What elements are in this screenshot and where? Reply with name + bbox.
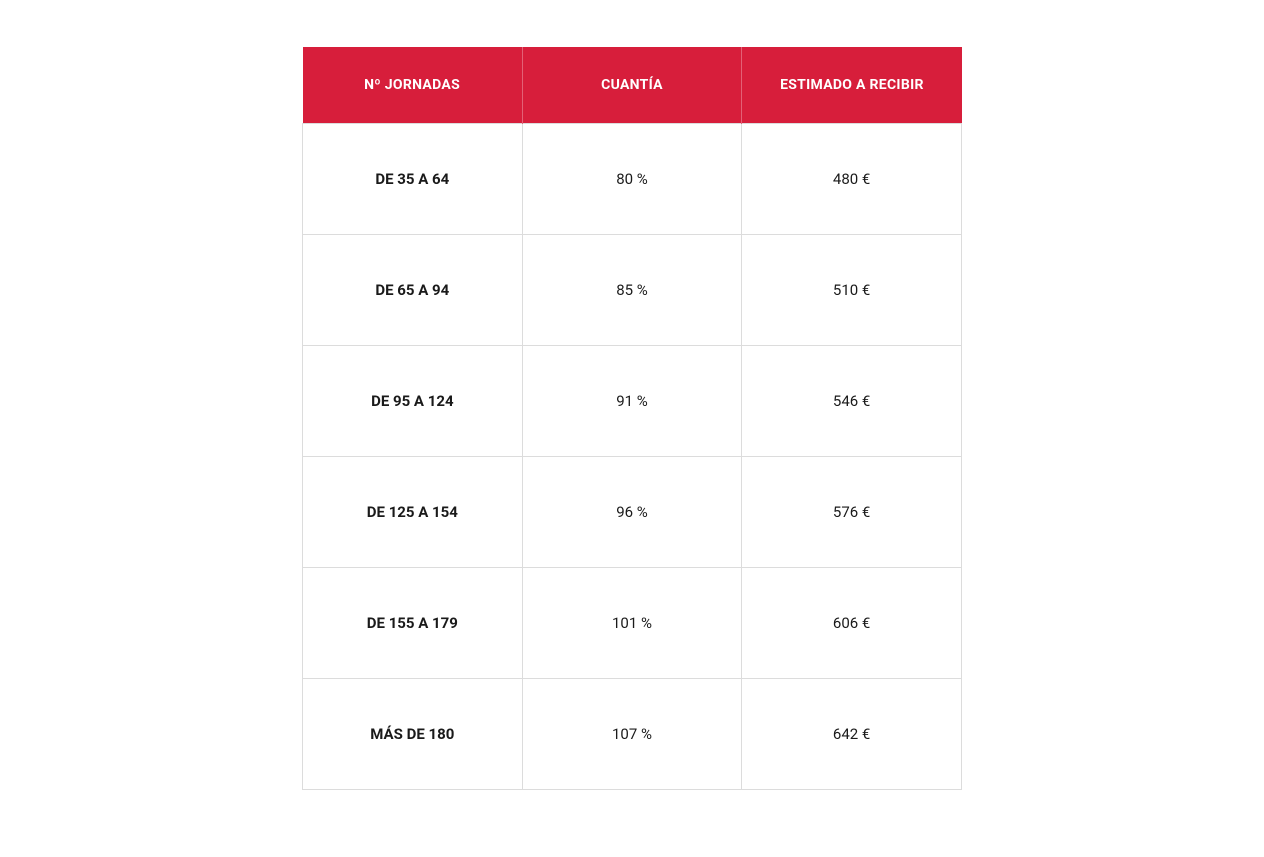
cell-cuantia: 80 % (522, 124, 742, 235)
cell-estimado: 642 € (742, 679, 962, 790)
cell-estimado: 546 € (742, 346, 962, 457)
table-row: DE 95 A 124 91 % 546 € (303, 346, 962, 457)
cell-jornadas: DE 65 A 94 (303, 235, 523, 346)
jornadas-table-container: Nº JORNADAS CUANTÍA ESTIMADO A RECIBIR D… (302, 47, 962, 790)
cell-estimado: 510 € (742, 235, 962, 346)
cell-cuantia: 101 % (522, 568, 742, 679)
cell-cuantia: 85 % (522, 235, 742, 346)
cell-estimado: 606 € (742, 568, 962, 679)
cell-jornadas: DE 125 A 154 (303, 457, 523, 568)
table-row: DE 155 A 179 101 % 606 € (303, 568, 962, 679)
cell-cuantia: 107 % (522, 679, 742, 790)
table-header-row: Nº JORNADAS CUANTÍA ESTIMADO A RECIBIR (303, 47, 962, 124)
header-cuantia: CUANTÍA (522, 47, 742, 124)
cell-estimado: 480 € (742, 124, 962, 235)
table-row: DE 65 A 94 85 % 510 € (303, 235, 962, 346)
cell-jornadas: DE 35 A 64 (303, 124, 523, 235)
cell-cuantia: 91 % (522, 346, 742, 457)
cell-jornadas: MÁS DE 180 (303, 679, 523, 790)
cell-estimado: 576 € (742, 457, 962, 568)
table-row: DE 35 A 64 80 % 480 € (303, 124, 962, 235)
cell-jornadas: DE 155 A 179 (303, 568, 523, 679)
table-row: MÁS DE 180 107 % 642 € (303, 679, 962, 790)
cell-jornadas: DE 95 A 124 (303, 346, 523, 457)
table-row: DE 125 A 154 96 % 576 € (303, 457, 962, 568)
header-estimado: ESTIMADO A RECIBIR (742, 47, 962, 124)
jornadas-table: Nº JORNADAS CUANTÍA ESTIMADO A RECIBIR D… (302, 47, 962, 790)
cell-cuantia: 96 % (522, 457, 742, 568)
header-jornadas: Nº JORNADAS (303, 47, 523, 124)
